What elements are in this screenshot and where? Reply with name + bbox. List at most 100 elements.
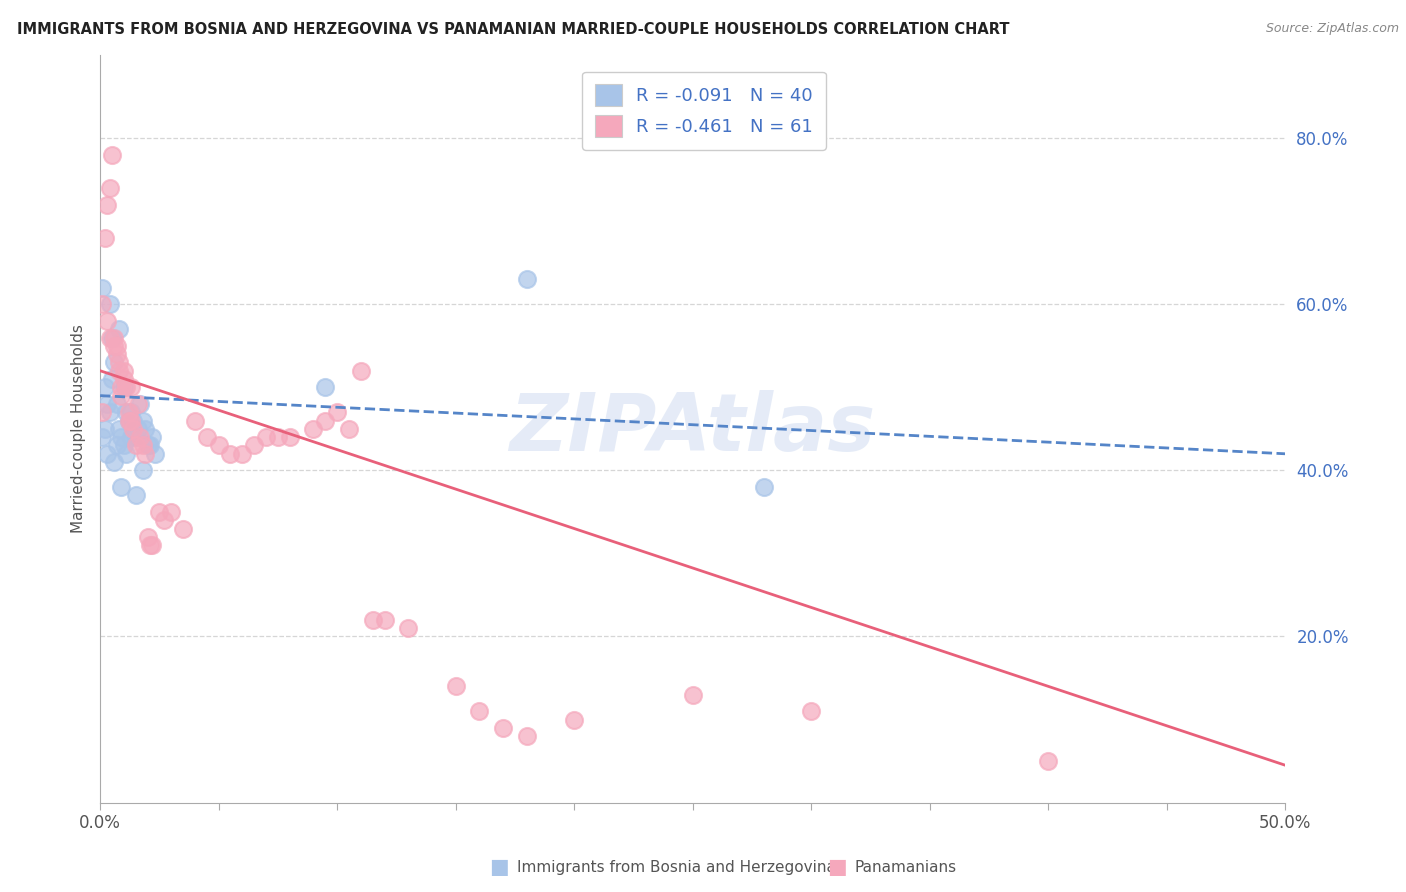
Point — [98, 181, 121, 195]
Point — [562, 713, 585, 727]
Point — [101, 330, 124, 344]
Point — [314, 413, 336, 427]
Point — [103, 355, 125, 369]
Point — [134, 447, 156, 461]
Text: Panamanians: Panamanians — [855, 860, 957, 874]
Point — [125, 430, 148, 444]
Text: IMMIGRANTS FROM BOSNIA AND HERZEGOVINA VS PANAMANIAN MARRIED-COUPLE HOUSEHOLDS C: IMMIGRANTS FROM BOSNIA AND HERZEGOVINA V… — [17, 22, 1010, 37]
Point — [98, 297, 121, 311]
Point — [143, 447, 166, 461]
Point — [122, 413, 145, 427]
Point — [110, 389, 132, 403]
Point — [105, 347, 128, 361]
Point — [127, 422, 149, 436]
Point — [122, 422, 145, 436]
Point — [134, 422, 156, 436]
Point — [516, 729, 538, 743]
Point — [516, 272, 538, 286]
Point — [278, 430, 301, 444]
Point — [127, 397, 149, 411]
Point — [231, 447, 253, 461]
Text: ■: ■ — [827, 857, 846, 877]
Point — [444, 679, 467, 693]
Point — [103, 339, 125, 353]
Point — [132, 438, 155, 452]
Point — [108, 422, 131, 436]
Point — [101, 372, 124, 386]
Point — [120, 380, 142, 394]
Point — [326, 405, 349, 419]
Point — [492, 721, 515, 735]
Point — [110, 480, 132, 494]
Point — [254, 430, 277, 444]
Point — [267, 430, 290, 444]
Point — [153, 513, 176, 527]
Point — [129, 397, 152, 411]
Text: ■: ■ — [489, 857, 509, 877]
Point — [374, 613, 396, 627]
Point — [91, 297, 114, 311]
Point — [98, 330, 121, 344]
Point — [120, 430, 142, 444]
Point — [172, 522, 194, 536]
Point — [112, 372, 135, 386]
Point — [120, 413, 142, 427]
Text: ZIPAtlas: ZIPAtlas — [509, 390, 876, 468]
Point — [115, 405, 138, 419]
Point — [108, 322, 131, 336]
Point — [112, 438, 135, 452]
Point — [96, 197, 118, 211]
Point — [243, 438, 266, 452]
Point — [1038, 754, 1060, 768]
Point — [98, 405, 121, 419]
Point — [91, 430, 114, 444]
Point — [96, 447, 118, 461]
Point — [112, 364, 135, 378]
Point — [110, 430, 132, 444]
Point — [141, 430, 163, 444]
Point — [139, 438, 162, 452]
Point — [117, 413, 139, 427]
Point — [361, 613, 384, 627]
Point — [314, 380, 336, 394]
Point — [117, 413, 139, 427]
Point — [96, 314, 118, 328]
Point — [129, 430, 152, 444]
Point — [117, 405, 139, 419]
Point — [139, 538, 162, 552]
Point — [103, 330, 125, 344]
Point — [91, 281, 114, 295]
Point — [108, 364, 131, 378]
Point — [91, 405, 114, 419]
Y-axis label: Married-couple Households: Married-couple Households — [72, 325, 86, 533]
Point — [125, 488, 148, 502]
Point — [396, 621, 419, 635]
Point — [195, 430, 218, 444]
Point — [94, 380, 117, 394]
Point — [682, 688, 704, 702]
Point — [112, 380, 135, 394]
Text: Source: ZipAtlas.com: Source: ZipAtlas.com — [1265, 22, 1399, 36]
Point — [101, 148, 124, 162]
Point — [120, 405, 142, 419]
Point — [219, 447, 242, 461]
Point — [96, 397, 118, 411]
Point — [103, 455, 125, 469]
Point — [132, 413, 155, 427]
Point — [468, 704, 491, 718]
Point — [105, 397, 128, 411]
Point — [105, 438, 128, 452]
Point — [115, 447, 138, 461]
Point — [136, 438, 159, 452]
Point — [800, 704, 823, 718]
Point — [160, 505, 183, 519]
Point — [94, 422, 117, 436]
Point — [115, 380, 138, 394]
Text: Immigrants from Bosnia and Herzegovina: Immigrants from Bosnia and Herzegovina — [517, 860, 837, 874]
Point — [752, 480, 775, 494]
Legend: R = -0.091   N = 40, R = -0.461   N = 61: R = -0.091 N = 40, R = -0.461 N = 61 — [582, 71, 825, 150]
Point — [108, 355, 131, 369]
Point — [136, 530, 159, 544]
Point — [302, 422, 325, 436]
Point — [148, 505, 170, 519]
